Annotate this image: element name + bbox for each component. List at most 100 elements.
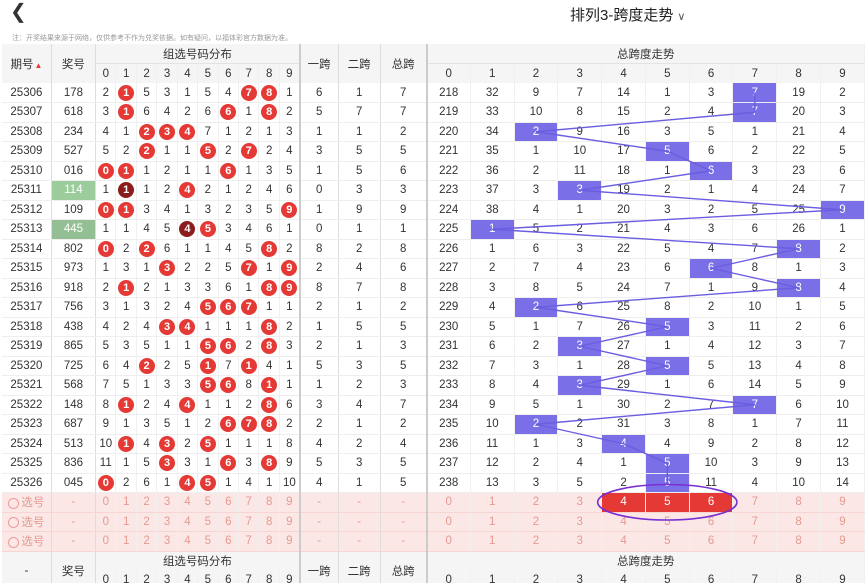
- pick-digit-cell[interactable]: 8: [258, 531, 280, 552]
- pick-digit-cell[interactable]: 0: [95, 512, 117, 532]
- pick-span-cell[interactable]: 7: [732, 512, 778, 532]
- pick-span-cell[interactable]: 3: [557, 512, 603, 532]
- award-cell: 973: [51, 258, 97, 279]
- pick-span-cell[interactable]: 0: [426, 492, 471, 513]
- pick-span-cell[interactable]: 5: [645, 531, 690, 552]
- pick-digit-cell[interactable]: 9: [279, 512, 301, 532]
- pick-span-cell[interactable]: 2: [514, 512, 559, 532]
- radio-circle-icon[interactable]: [8, 536, 20, 548]
- pick-digit-cell[interactable]: 6: [218, 492, 240, 513]
- pick-digit-cell[interactable]: 0: [95, 492, 117, 513]
- distribution-cell: 4: [136, 317, 158, 337]
- pick-digit-cell[interactable]: 9: [279, 531, 301, 552]
- pick-span-cell[interactable]: 2: [514, 492, 559, 513]
- distribution-cell: 3: [156, 375, 178, 396]
- pick-digit-cell[interactable]: 2: [136, 512, 158, 532]
- span-cell: 7: [470, 356, 515, 376]
- pick-digit-cell[interactable]: 8: [258, 512, 280, 532]
- pick-span-selected[interactable]: 6: [689, 492, 734, 513]
- span-cell: 8: [820, 356, 865, 376]
- pick-digit-cell[interactable]: 5: [197, 531, 219, 552]
- pick-digit-cell[interactable]: 7: [238, 531, 260, 552]
- pick-span-cell[interactable]: 0: [426, 512, 471, 532]
- pick-digit-cell[interactable]: 0: [95, 531, 117, 552]
- pick-span-cell[interactable]: 6: [689, 512, 734, 532]
- pick-span-cell[interactable]: 8: [776, 492, 821, 513]
- distribution-cell: 3: [156, 122, 178, 142]
- sort-icon[interactable]: ▲: [34, 60, 43, 70]
- pick-digit-cell[interactable]: 2: [136, 492, 158, 513]
- span-cell: 33: [470, 102, 515, 123]
- pick-digit-cell[interactable]: 3: [156, 531, 178, 552]
- pick-span-cell[interactable]: 4: [601, 531, 646, 552]
- span-cell: 4: [689, 239, 734, 259]
- pick-digit-cell[interactable]: 2: [136, 531, 158, 552]
- issue-cell: 25315: [2, 258, 52, 279]
- issue-header[interactable]: 期号▲: [2, 44, 52, 83]
- pick-span-cell[interactable]: 7: [732, 492, 778, 513]
- pick-span-selected[interactable]: 4: [601, 492, 646, 513]
- pick-span-cell[interactable]: 1: [470, 531, 515, 552]
- footer-span-digit: 5: [645, 570, 690, 583]
- pick-digit-cell[interactable]: 8: [258, 492, 280, 513]
- distribution-cell: 2: [136, 122, 158, 142]
- span-cell: 1: [645, 375, 690, 396]
- pick-span-cell[interactable]: 4: [601, 512, 646, 532]
- hit-digit-ball: 4: [179, 182, 196, 199]
- pick-span-cell[interactable]: 0: [426, 531, 471, 552]
- page-title-dropdown[interactable]: 排列3-跨度走势 ∨: [570, 4, 685, 25]
- distribution-cell: 8: [258, 414, 280, 435]
- pick-digit-cell[interactable]: 1: [115, 492, 137, 513]
- pick-digit-cell[interactable]: 4: [177, 512, 199, 532]
- pick-span-cell[interactable]: 6: [689, 531, 734, 552]
- pick-digit-cell[interactable]: 3: [156, 512, 178, 532]
- footer-span-digit: 6: [689, 570, 734, 583]
- pick-digit-cell[interactable]: 9: [279, 492, 301, 513]
- pick-digit-cell[interactable]: 4: [177, 531, 199, 552]
- back-arrow-icon[interactable]: ❮: [10, 1, 27, 23]
- distribution-cell: 1: [115, 200, 137, 220]
- pick-digit-cell[interactable]: 1: [115, 512, 137, 532]
- pick-digit-cell[interactable]: 7: [238, 512, 260, 532]
- pick-span-cell[interactable]: 2: [514, 531, 559, 552]
- span1-cell: 2: [299, 297, 339, 318]
- pick-digit-cell[interactable]: 6: [218, 512, 240, 532]
- span-cell: 222: [426, 161, 471, 181]
- pick-span-cell[interactable]: 9: [820, 512, 865, 532]
- pick-digit-cell[interactable]: 5: [197, 492, 219, 513]
- pick-span-cell[interactable]: 1: [470, 492, 515, 513]
- pick-digit-cell[interactable]: 6: [218, 531, 240, 552]
- span-cell: 2: [470, 258, 515, 279]
- radio-circle-icon[interactable]: [8, 497, 20, 509]
- footer-digit: 8: [258, 570, 280, 583]
- pick-digit-cell[interactable]: 1: [115, 531, 137, 552]
- pick-toggle[interactable]: 选号: [2, 531, 52, 552]
- pick-span-cell[interactable]: 8: [776, 531, 821, 552]
- pick-digit-cell[interactable]: 4: [177, 492, 199, 513]
- pick-span-cell[interactable]: 1: [470, 512, 515, 532]
- distribution-cell: 4: [258, 180, 280, 201]
- pick-span-cell[interactable]: 9: [820, 531, 865, 552]
- pick-toggle[interactable]: 选号: [2, 492, 52, 513]
- radio-circle-icon[interactable]: [8, 517, 20, 529]
- repeat-digit-ball: 4: [179, 221, 196, 238]
- span-cell: 15: [601, 102, 646, 123]
- pick-digit-cell[interactable]: 5: [197, 512, 219, 532]
- span-cell: 6: [820, 317, 865, 337]
- span-cell: 2: [820, 83, 865, 103]
- pick-span-cell[interactable]: 8: [776, 512, 821, 532]
- award-cell: 836: [51, 453, 97, 474]
- draw-row: 25308 234 4 1 2 3 4 7 1 2 1 3 1 1 2 220 34 2 9 16 3 5 1 21 4: [2, 122, 865, 142]
- pick-digit-cell[interactable]: 3: [156, 492, 178, 513]
- pick-span-cell[interactable]: 3: [557, 531, 603, 552]
- pick-toggle[interactable]: 选号: [2, 512, 52, 532]
- pick-span-cell[interactable]: 7: [732, 531, 778, 552]
- span-hit-cell: 8: [776, 278, 821, 298]
- pick-span-cell[interactable]: 9: [820, 492, 865, 513]
- hit-digit-ball: 6: [220, 416, 237, 433]
- pick-span-cell[interactable]: 3: [557, 492, 603, 513]
- pick-digit-cell[interactable]: 7: [238, 492, 260, 513]
- pick-span-cell[interactable]: 5: [645, 512, 690, 532]
- pick-span-selected[interactable]: 5: [645, 492, 690, 513]
- award-cell: 438: [51, 317, 97, 337]
